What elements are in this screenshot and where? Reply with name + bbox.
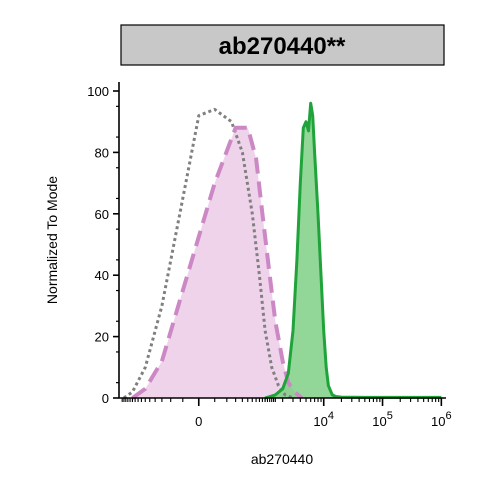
series-2-fill: [265, 103, 442, 399]
y-tick-label: 40: [95, 268, 109, 283]
series-0-line: [123, 107, 294, 400]
y-tick-label: 20: [95, 330, 109, 345]
x-axis-title: ab270440: [251, 451, 314, 467]
title-box: [120, 24, 445, 66]
y-axis-title: Normalized To Mode: [44, 176, 60, 304]
x-tick-label: 106: [431, 410, 452, 429]
x-ticks: 0 104 105 106: [121, 398, 452, 429]
y-tick-label: 0: [102, 391, 109, 406]
x-tick-label: 104: [313, 410, 334, 429]
x-tick-label: 0: [195, 414, 202, 429]
x-tick-label: 105: [372, 410, 393, 429]
chart-title: ab270440**: [219, 33, 346, 60]
y-tick-label: 60: [95, 207, 109, 222]
series-2-line: [264, 101, 442, 400]
y-tick-label: 100: [87, 84, 109, 99]
y-ticks: 0 20 40 60 80 100: [87, 84, 119, 406]
y-tick-label: 80: [95, 145, 109, 160]
plot-series: [123, 101, 442, 400]
series-1-fill: [132, 127, 302, 399]
